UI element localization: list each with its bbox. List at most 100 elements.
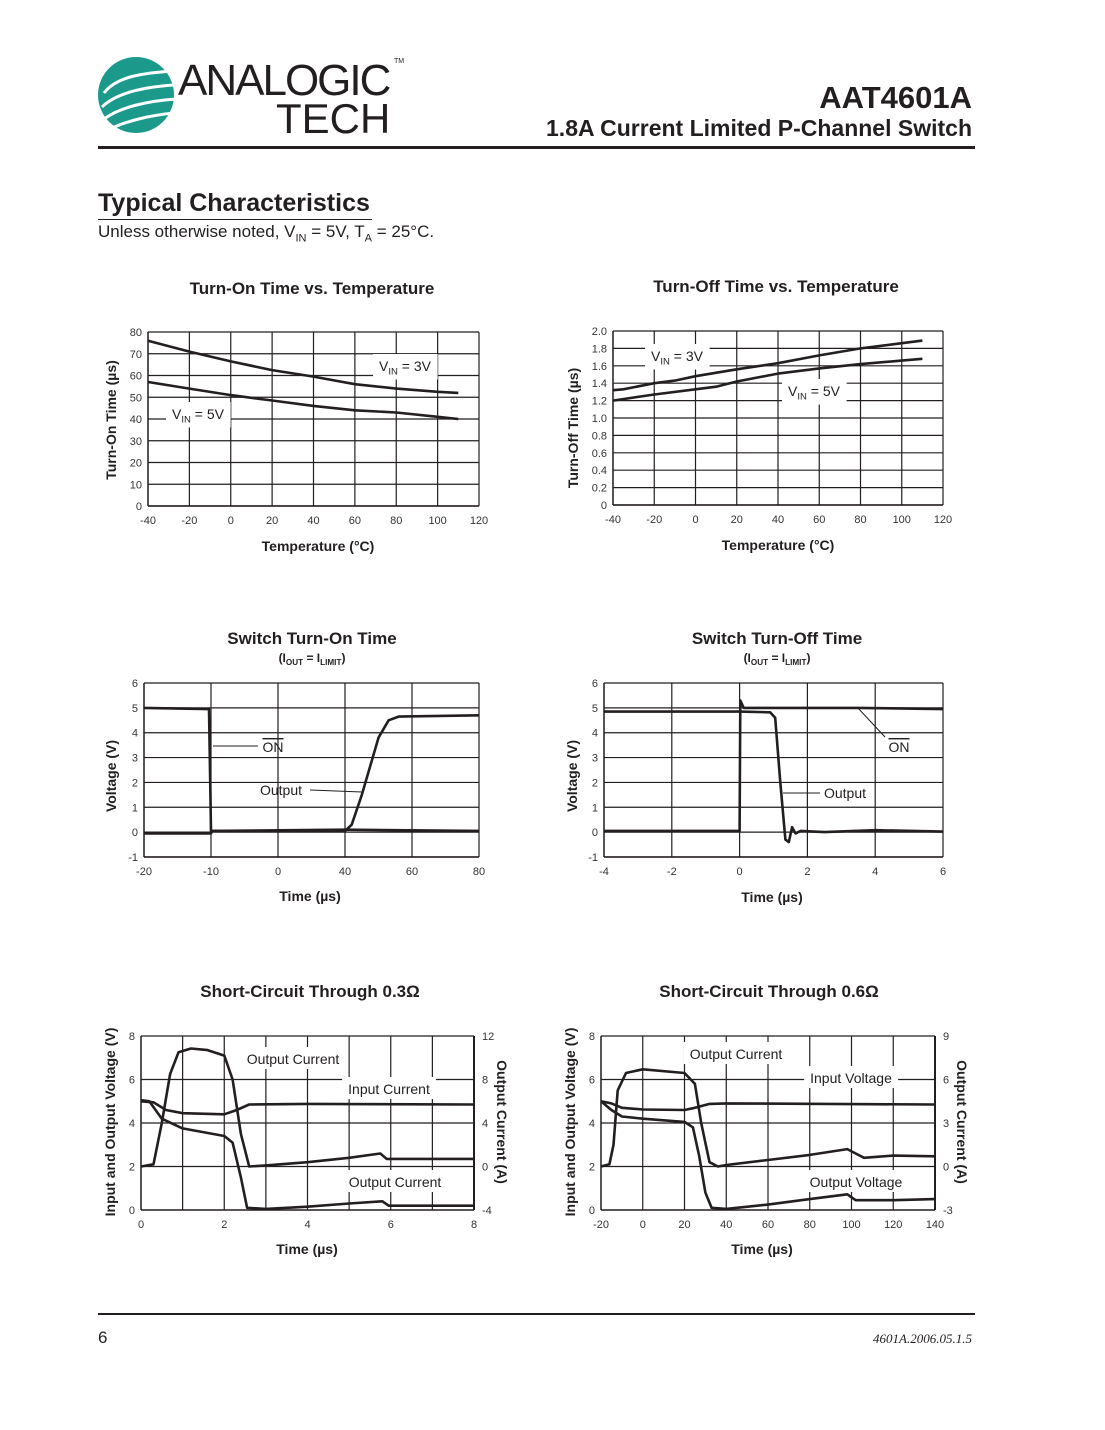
x-tick-label: 0	[737, 866, 743, 878]
y-tick-label: 4	[129, 1118, 135, 1130]
y-tick-label: 10	[130, 479, 142, 491]
x-axis-label: Time (µs)	[741, 889, 803, 905]
x-tick-label: -20	[646, 514, 662, 526]
y-tick-label: 1.2	[592, 396, 607, 408]
y-right-tick-label: 12	[482, 1031, 494, 1043]
y-tick-label: 40	[130, 414, 142, 426]
x-tick-label: -20	[136, 866, 152, 878]
series-line-1	[140, 1047, 474, 1168]
series-line-1	[143, 706, 480, 833]
y-tick-label: 4	[592, 728, 598, 740]
y-tick-label: 5	[592, 703, 598, 715]
series-line-1	[604, 699, 944, 833]
text-part: Output Current	[247, 1051, 340, 1067]
text-part: Output Current	[349, 1174, 442, 1190]
x-tick-label: 100	[842, 1219, 860, 1231]
chart-subtitle: (IOUT = ILIMIT)	[279, 651, 346, 667]
chart-3: Switch Turn-On Time(IOUT = ILIMIT)-20 -10…	[103, 629, 485, 904]
series-label: ON	[889, 739, 910, 755]
text-part: Output Voltage	[810, 1174, 903, 1190]
series-label: Output	[260, 782, 302, 798]
y-tick-label: 8	[129, 1031, 135, 1043]
y-tick-label: 0	[132, 827, 138, 839]
text-part: = 3V	[670, 348, 704, 364]
text-part: = 3V	[398, 358, 432, 374]
x-tick-label: 40	[339, 866, 351, 878]
x-tick-label: 6	[388, 1219, 394, 1231]
y-tick-label: 3	[132, 753, 138, 765]
series-line-1	[612, 339, 923, 392]
text-part: = I	[303, 651, 320, 665]
x-tick-label: 40	[720, 1219, 732, 1231]
chart-subtitle: (IOUT = ILIMIT)	[744, 651, 811, 667]
y-tick-label: 0.8	[592, 430, 607, 442]
text-part: Output	[824, 785, 866, 801]
series-line-1	[600, 1068, 936, 1168]
x-tick-label: -20	[593, 1219, 609, 1231]
note-part: IN	[295, 232, 307, 245]
series-line-1	[147, 339, 459, 395]
y-tick-label: 2	[129, 1162, 135, 1174]
y-right-tick-label: 0	[482, 1162, 488, 1174]
y-tick-label: 70	[130, 349, 142, 361]
x-tick-label: 100	[428, 515, 446, 527]
text-part: Output	[260, 782, 302, 798]
y-tick-label: 60	[130, 371, 142, 383]
part-description: 1.8A Current Limited P-Channel Switch	[546, 115, 972, 141]
x-axis-label: Time (µs)	[731, 1241, 793, 1257]
series-label: ON	[263, 739, 284, 755]
x-tick-label: 6	[940, 866, 946, 878]
text-part: )	[806, 651, 810, 665]
y-right-tick-label: -3	[943, 1205, 953, 1217]
label-background	[342, 1077, 436, 1099]
series-label: VIN = 5V	[788, 383, 841, 403]
y-tick-label: 20	[130, 458, 142, 470]
y-tick-label: -1	[588, 852, 598, 864]
y-tick-label: 1.0	[592, 413, 607, 425]
label-background	[683, 1042, 789, 1064]
series-line-2	[612, 357, 923, 402]
text-part: V	[651, 348, 661, 364]
document-id: 4601A.2006.05.1.5	[873, 1331, 972, 1346]
x-tick-label: -40	[605, 514, 621, 526]
chart-title: Switch Turn-Off Time	[692, 629, 862, 648]
y-right-tick-label: 0	[943, 1162, 949, 1174]
section-note: Unless otherwise noted, VIN = 5V, TA = 2…	[98, 222, 434, 244]
y-right-tick-label: 8	[482, 1075, 488, 1087]
text-part: IN	[797, 392, 807, 403]
x-tick-label: 2	[221, 1219, 227, 1231]
y-tick-label: 3	[592, 753, 598, 765]
y-tick-label: 8	[589, 1031, 595, 1043]
text-part: V	[172, 406, 182, 422]
chart-title: Short-Circuit Through 0.3Ω	[200, 982, 420, 1001]
y-tick-label: 5	[132, 703, 138, 715]
y-tick-label: 4	[589, 1118, 595, 1130]
text-part: (I	[744, 651, 751, 665]
y-right-tick-label: -4	[482, 1205, 492, 1217]
x-tick-label: 4	[872, 866, 878, 878]
y-tick-label: 0.2	[592, 483, 607, 495]
page-number: 6	[98, 1328, 108, 1347]
chart-1: Turn-On Time vs. Temperature -40 -20 0 20 40 6…	[103, 279, 488, 554]
y-tick-label: 0	[601, 500, 607, 512]
section-title: Typical Characteristics	[98, 189, 372, 220]
y-tick-label: 50	[130, 392, 142, 404]
x-tick-label: -4	[599, 866, 609, 878]
x-tick-label: 0	[138, 1219, 144, 1231]
x-tick-label: 120	[934, 514, 952, 526]
y-tick-label: 1	[132, 802, 138, 814]
label-background	[803, 1170, 909, 1192]
x-tick-label: 20	[678, 1219, 690, 1231]
text-part: V	[788, 383, 798, 399]
x-axis-label: Time (µs)	[276, 1241, 338, 1257]
y-axis-right-label: Output Current (A)	[494, 1060, 510, 1184]
x-tick-label: 40	[307, 515, 319, 527]
text-part: LIMIT	[785, 658, 806, 667]
logo-text-tech: TECH	[276, 95, 390, 139]
chart-4: Switch Turn-Off Time (IOUT = ILIMIT) -4 -2 0…	[564, 629, 946, 905]
series-line-3	[140, 1098, 474, 1211]
logo-emblem	[98, 57, 174, 133]
label-background	[804, 1066, 899, 1088]
x-tick-label: 4	[304, 1219, 310, 1231]
x-axis-label: Temperature (°C)	[262, 538, 375, 554]
